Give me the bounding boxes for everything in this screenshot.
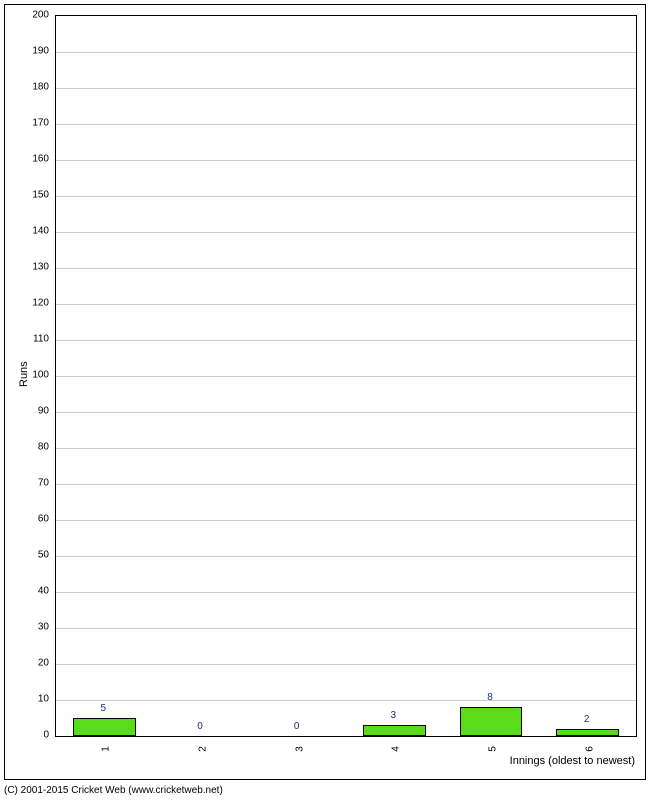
y-tick-label: 200 [0, 10, 49, 21]
y-tick-label: 80 [0, 442, 49, 453]
copyright-footer: (C) 2001-2015 Cricket Web (www.cricketwe… [4, 785, 223, 796]
bar-value-label: 0 [294, 721, 300, 732]
chart-container: Runs Innings (oldest to newest) (C) 2001… [0, 0, 650, 800]
gridline [56, 52, 636, 53]
y-tick-label: 70 [0, 478, 49, 489]
x-tick-label: 6 [584, 746, 595, 752]
y-tick-label: 120 [0, 298, 49, 309]
y-tick-label: 20 [0, 658, 49, 669]
y-tick-label: 190 [0, 46, 49, 57]
y-tick-label: 180 [0, 82, 49, 93]
plot-area [55, 15, 637, 737]
gridline [56, 268, 636, 269]
gridline [56, 304, 636, 305]
bar [73, 718, 136, 736]
y-tick-label: 130 [0, 262, 49, 273]
y-tick-label: 10 [0, 694, 49, 705]
y-tick-label: 100 [0, 370, 49, 381]
y-tick-label: 30 [0, 622, 49, 633]
gridline [56, 124, 636, 125]
gridline [56, 628, 636, 629]
gridline [56, 556, 636, 557]
gridline [56, 448, 636, 449]
bar [556, 729, 619, 736]
gridline [56, 196, 636, 197]
gridline [56, 376, 636, 377]
gridline [56, 700, 636, 701]
y-tick-label: 160 [0, 154, 49, 165]
y-tick-label: 90 [0, 406, 49, 417]
y-tick-label: 50 [0, 550, 49, 561]
x-tick-label: 5 [488, 746, 499, 752]
x-tick-label: 3 [294, 746, 305, 752]
gridline [56, 520, 636, 521]
bar-value-label: 8 [487, 692, 493, 703]
y-tick-label: 40 [0, 586, 49, 597]
y-tick-label: 170 [0, 118, 49, 129]
gridline [56, 160, 636, 161]
gridline [56, 232, 636, 233]
gridline [56, 664, 636, 665]
bar-value-label: 0 [197, 721, 203, 732]
x-tick-label: 1 [101, 746, 112, 752]
x-tick-label: 2 [198, 746, 209, 752]
y-tick-label: 0 [0, 730, 49, 741]
y-tick-label: 110 [0, 334, 49, 345]
gridline [56, 484, 636, 485]
y-tick-label: 150 [0, 190, 49, 201]
bar-value-label: 5 [101, 703, 107, 714]
bar [460, 707, 523, 736]
gridline [56, 340, 636, 341]
bar-value-label: 3 [391, 710, 397, 721]
gridline [56, 88, 636, 89]
gridline [56, 592, 636, 593]
y-tick-label: 140 [0, 226, 49, 237]
bar [363, 725, 426, 736]
x-axis-label: Innings (oldest to newest) [510, 755, 635, 767]
x-tick-label: 4 [391, 746, 402, 752]
y-tick-label: 60 [0, 514, 49, 525]
bar-value-label: 2 [584, 714, 590, 725]
gridline [56, 412, 636, 413]
